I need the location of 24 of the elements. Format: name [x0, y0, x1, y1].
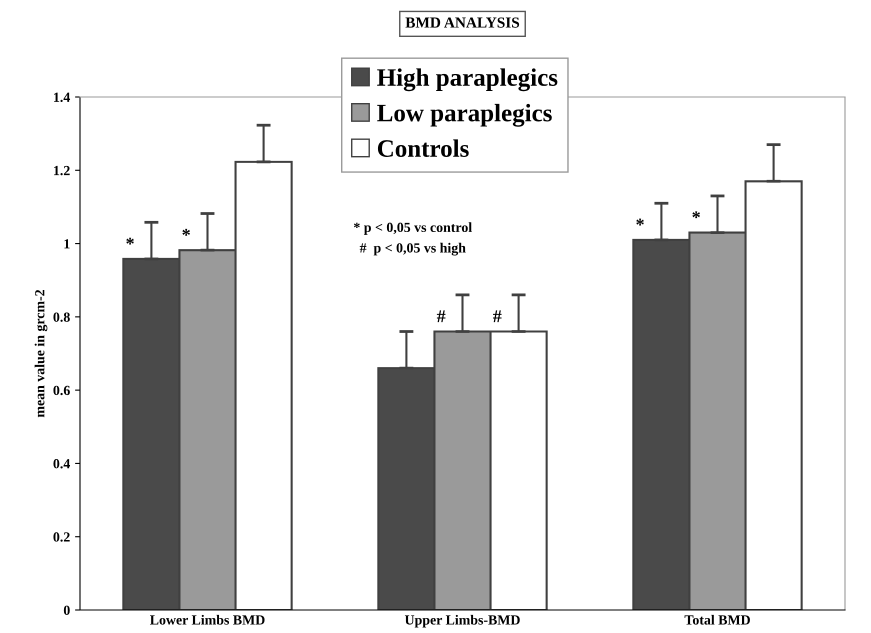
x-tick-label: Upper Limbs-BMD — [404, 614, 520, 628]
y-tick-label: 0.8 — [53, 312, 70, 322]
data-label: * — [182, 228, 190, 236]
x-tick-label: Lower Limbs BMD — [150, 614, 265, 625]
y-tick-label: 0 — [64, 606, 70, 615]
data-label: * — [126, 238, 134, 245]
data-label: # — [493, 310, 502, 322]
y-tick-label: 0.2 — [53, 532, 70, 542]
chart-title: BMD ANALYSIS — [406, 17, 520, 28]
data-label: # — [436, 310, 446, 322]
x-tick-label: Total BMD — [684, 614, 750, 625]
annotation: # p < 0,05 vs high — [360, 242, 466, 256]
y-tick-label: 1.2 — [54, 166, 70, 176]
annotation: * p < 0,05 vs control — [354, 222, 472, 235]
data-label: * — [692, 211, 700, 218]
y-tick-label: 1.4 — [54, 92, 70, 102]
legend-label: High paraplegics — [377, 68, 558, 92]
y-tick-label: 0.4 — [53, 459, 70, 468]
y-tick-label: 1 — [64, 239, 70, 248]
y-tick-label: 0.6 — [53, 386, 70, 396]
legend-label: Controls — [378, 139, 469, 157]
legend-label: Low paraplegics — [377, 104, 552, 127]
y-axis-title: mean value in grcm-2 — [34, 290, 48, 418]
data-label: * — [636, 218, 644, 226]
